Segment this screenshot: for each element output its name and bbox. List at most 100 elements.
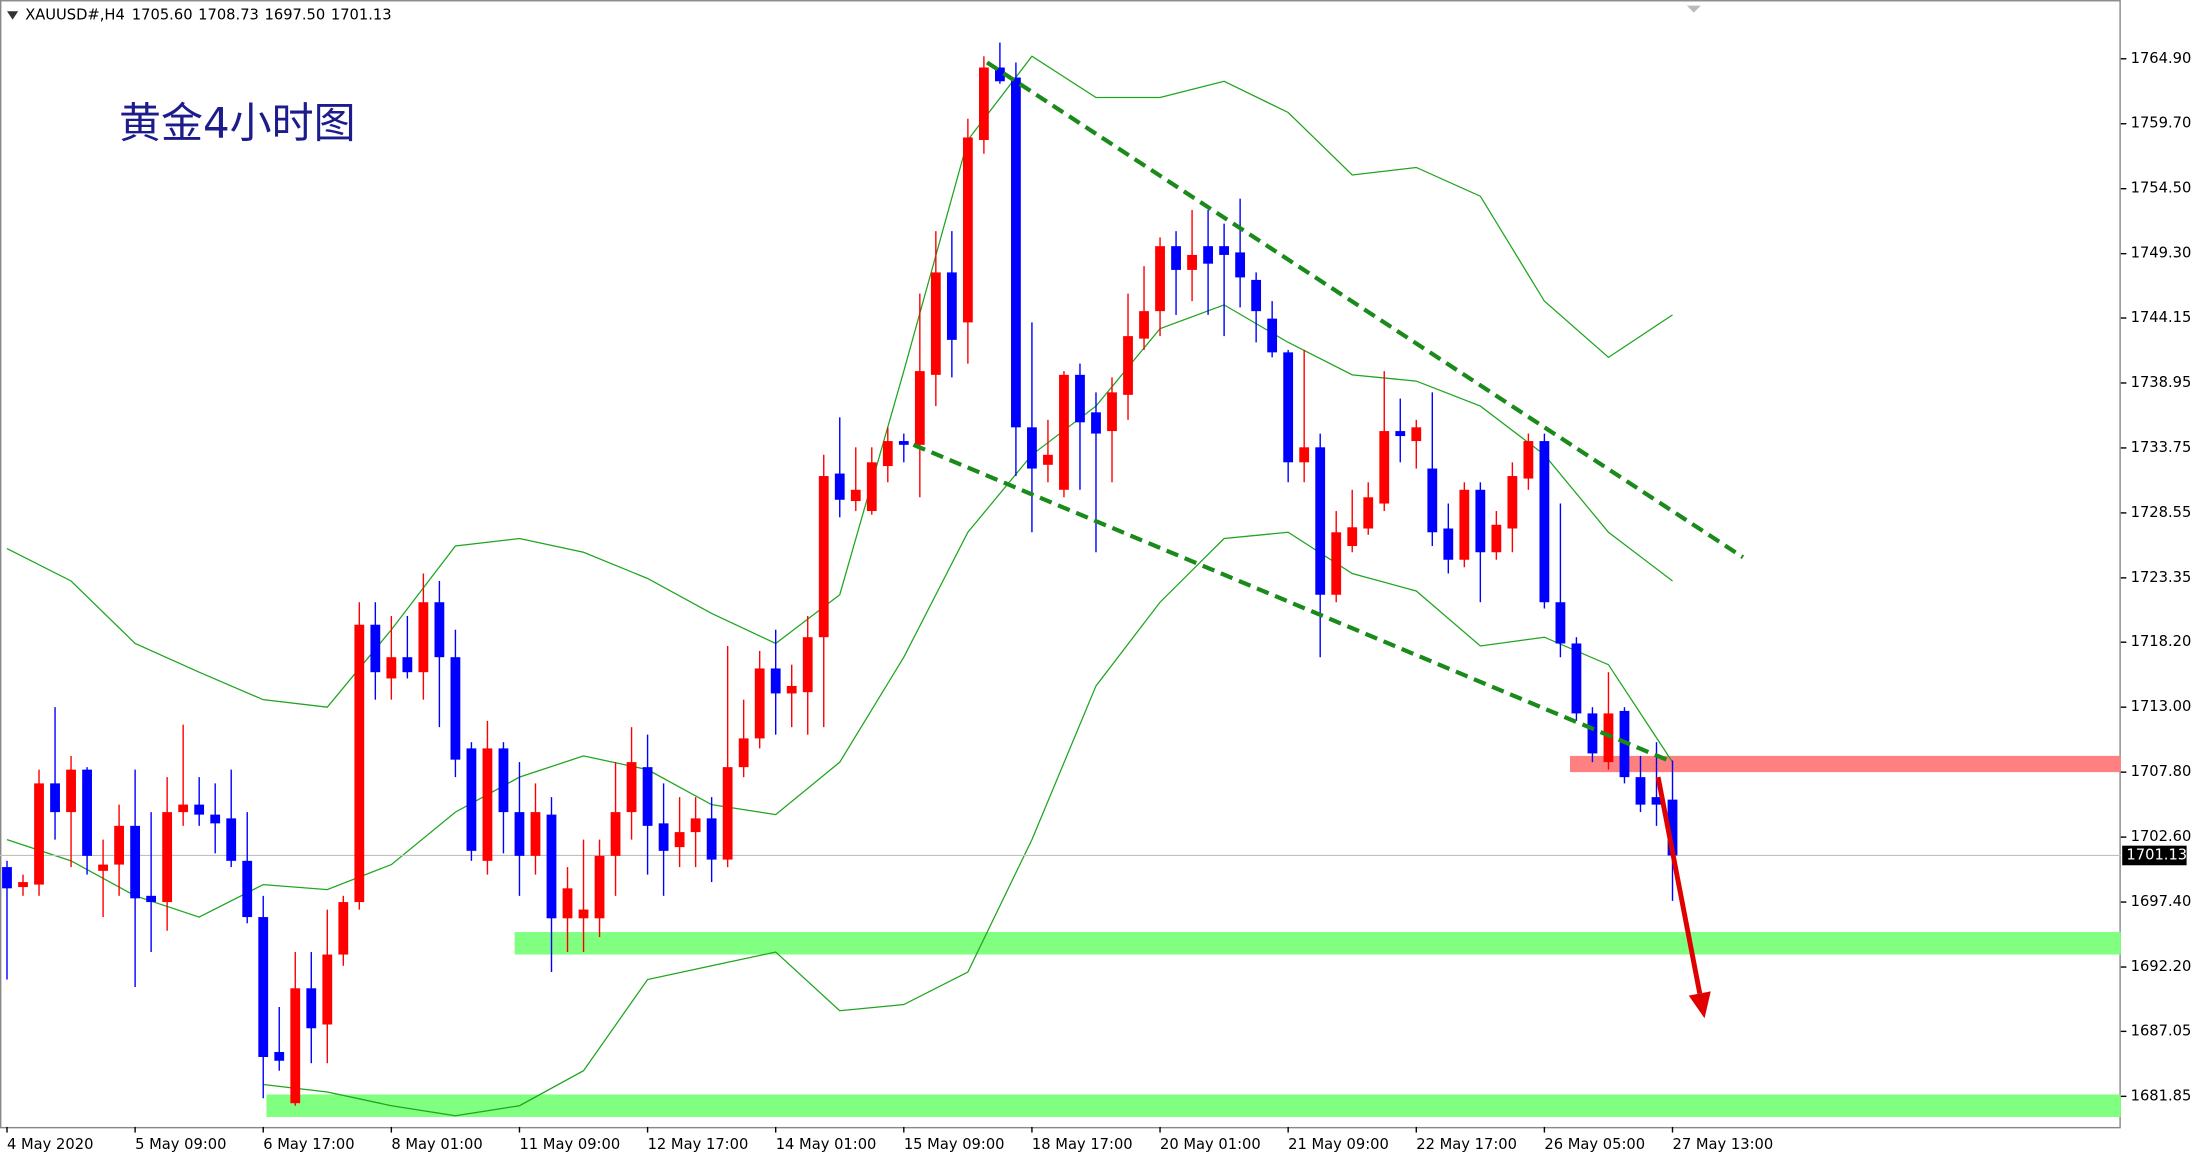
x-tick-label: 18 May 17:00 (1032, 1136, 1133, 1153)
candle-body (482, 748, 493, 861)
candle-body (946, 272, 957, 340)
candle-body (1027, 427, 1037, 469)
header: XAUUSD#,H4 1705.60 1708.73 1697.50 1701.13 (25, 6, 391, 23)
candle-body (1075, 374, 1085, 423)
x-tick-label: 14 May 01:00 (776, 1136, 877, 1153)
candle-body (914, 371, 925, 445)
candle-body (114, 825, 125, 865)
candle-body (770, 668, 781, 694)
candle-body (18, 882, 28, 888)
candle-body (578, 909, 589, 919)
last-low: 1697.50 (265, 6, 326, 23)
candle-body (1299, 447, 1310, 463)
zone (514, 932, 2121, 955)
y-tick-label: 1718.20 (2131, 633, 2192, 650)
candle-body (162, 812, 173, 903)
x-tick-label: 20 May 01:00 (1160, 1136, 1261, 1153)
candle-body (1171, 246, 1181, 270)
candle-body (1667, 799, 1678, 856)
candle-body (1459, 489, 1470, 560)
x-tick-label: 4 May 2020 (7, 1136, 93, 1153)
candle-body (898, 441, 909, 445)
candle-body (194, 804, 205, 815)
chart-title: 黄金4小时图 (119, 99, 356, 148)
candle-body (738, 738, 749, 768)
candle-body (290, 988, 301, 1104)
candle-body (1219, 246, 1230, 255)
x-tick-label: 15 May 09:00 (904, 1136, 1005, 1153)
candle-body (98, 864, 108, 871)
y-tick-label: 1749.30 (2131, 245, 2192, 262)
candle-body (50, 783, 60, 813)
candle-body (1411, 427, 1422, 442)
candle-body (386, 657, 397, 679)
symbol: XAUUSD#,H4 (25, 6, 125, 23)
candle-body (1539, 441, 1550, 603)
candle-body (1475, 489, 1486, 553)
candle-body (1059, 374, 1069, 490)
candle-body (754, 668, 765, 739)
candle-body (642, 767, 653, 826)
y-tick-label: 1687.05 (2131, 1022, 2192, 1039)
candle-body (1507, 476, 1518, 529)
current-price-label: 1701.13 (2126, 846, 2187, 863)
candle-body (242, 860, 253, 918)
y-tick-label: 1723.35 (2131, 569, 2192, 586)
candle-body (930, 272, 941, 375)
x-tick-label: 21 May 09:00 (1288, 1136, 1389, 1153)
candle-body (370, 624, 381, 673)
candle-body (1283, 352, 1294, 463)
candle-body (978, 67, 989, 140)
candle-body (1123, 336, 1133, 395)
candle-body (1379, 431, 1390, 504)
candle-body (338, 902, 349, 955)
candle-body (1331, 532, 1342, 595)
candle-body (498, 748, 509, 813)
candle-body (418, 602, 429, 673)
candle-body (1587, 713, 1598, 754)
candle-body (1139, 311, 1149, 339)
y-tick-label: 1759.70 (2131, 115, 2192, 132)
arrow-head (1688, 991, 1711, 1019)
candle-body (274, 1051, 285, 1061)
candle-body (1523, 441, 1534, 479)
candle-body (226, 818, 237, 861)
candle-body (850, 489, 861, 502)
candle-body (210, 814, 221, 824)
y-tick-label: 1702.60 (2131, 828, 2192, 845)
y-tick-label: 1707.80 (2131, 763, 2192, 780)
current-price-box (2122, 845, 2187, 866)
candle-body (1555, 602, 1566, 644)
x-tick-label: 5 May 09:00 (135, 1136, 226, 1153)
y-tick-label: 1697.40 (2131, 893, 2192, 910)
candle-body (1315, 447, 1326, 595)
candle-body (802, 637, 813, 693)
candle-body (1251, 279, 1262, 312)
x-tick-label: 8 May 01:00 (391, 1136, 482, 1153)
candle-body (962, 137, 973, 323)
candle-body (1443, 528, 1454, 560)
x-tick-label: 12 May 17:00 (648, 1136, 749, 1153)
candle-body (658, 823, 669, 851)
candle-body (1187, 254, 1197, 270)
y-tick-label: 1681.85 (2131, 1087, 2192, 1104)
scroll-marker (1686, 5, 1701, 13)
candle-body (1107, 392, 1117, 432)
x-tick-label: 27 May 13:00 (1673, 1136, 1774, 1153)
candle-body (866, 462, 877, 512)
band-line (263, 531, 1674, 1117)
candle-body (466, 748, 477, 851)
y-tick-label: 1692.20 (2131, 958, 2192, 975)
candle-body (546, 814, 557, 919)
candle-body (178, 804, 189, 813)
candle-body (66, 769, 76, 813)
candle-body (626, 762, 637, 813)
candle-body (258, 917, 269, 1057)
candle-body (786, 685, 797, 694)
band-line (6, 304, 1673, 918)
candle-body (146, 895, 157, 903)
candle-body (1043, 454, 1053, 465)
last-open: 1705.60 (132, 6, 193, 23)
y-tick-label: 1738.95 (2131, 374, 2192, 391)
